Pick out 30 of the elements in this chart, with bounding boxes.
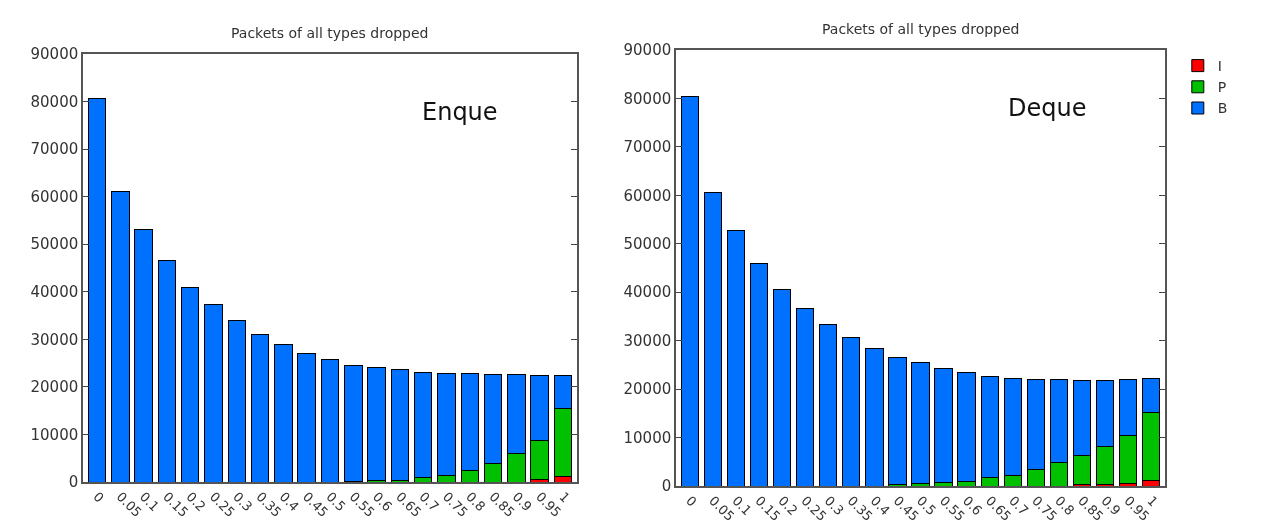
y-tick-label: 30000 [30, 330, 79, 349]
y-tick-label: 90000 [623, 41, 672, 60]
y-tick-label: 60000 [623, 186, 672, 205]
y-tick-label: 10000 [30, 425, 79, 444]
legend-label: I [1217, 58, 1222, 75]
y-tick-label: 70000 [623, 138, 672, 157]
y-tick-label: 50000 [30, 235, 79, 254]
chart-title: Packets of all types dropped [822, 21, 1020, 37]
y-tick-label: 0 [68, 473, 79, 492]
annotation: Enque [422, 98, 498, 126]
x-tick-label: 1 [556, 488, 573, 506]
y-tick-label: 80000 [30, 92, 79, 111]
y-tick-label: 20000 [623, 380, 672, 399]
legend-label: B [1217, 100, 1228, 117]
x-tick-label: 1 [1144, 492, 1161, 510]
y-tick-label: 30000 [623, 331, 672, 350]
y-tick-label: 50000 [623, 235, 672, 254]
x-tick-label: 0 [90, 488, 107, 506]
y-tick-label: 70000 [30, 140, 79, 159]
annotation: Deque [1008, 94, 1087, 122]
y-tick-label: 80000 [623, 89, 672, 108]
legend-label: P [1217, 79, 1227, 96]
y-tick-label: 40000 [623, 283, 672, 302]
chart-title: Packets of all types dropped [231, 25, 429, 41]
y-tick-label: 40000 [30, 283, 79, 302]
y-tick-label: 90000 [30, 45, 79, 64]
y-tick-label: 20000 [30, 378, 79, 397]
x-tick-label: 0 [683, 492, 700, 510]
y-tick-label: 60000 [30, 187, 79, 206]
y-tick-label: 10000 [623, 428, 672, 447]
